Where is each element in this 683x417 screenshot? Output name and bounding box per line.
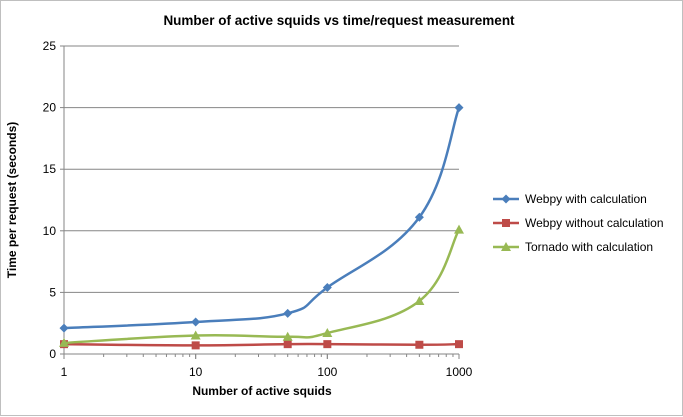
series-area [59, 103, 464, 350]
y-axis-title: Time per request (seconds) [5, 122, 19, 279]
gridlines [64, 45, 459, 293]
series-line [62, 228, 461, 345]
data-point [283, 308, 293, 318]
legend-label: Webpy with calculation [525, 192, 647, 206]
data-point [191, 317, 201, 327]
data-point [323, 340, 332, 349]
data-point [414, 296, 425, 306]
series-tornado-with-calculation [59, 224, 464, 347]
x-tick-label: 10 [189, 365, 203, 379]
x-tick-label: 1 [61, 365, 68, 379]
legend-marker [501, 194, 511, 204]
legend-entry-tornado-with-calculation: Tornado with calculation [493, 240, 653, 254]
y-tick-label: 5 [49, 285, 56, 299]
data-point [322, 328, 333, 338]
legend-label: Tornado with calculation [525, 240, 653, 254]
data-point [415, 340, 424, 349]
data-point [191, 341, 200, 350]
data-point [454, 224, 464, 234]
legend-marker [501, 242, 511, 251]
data-point [190, 330, 201, 340]
y-tick-label: 25 [43, 39, 57, 53]
data-point [454, 103, 464, 113]
data-point [283, 340, 292, 349]
series-webpy-with-calculation [59, 103, 464, 333]
data-point [322, 282, 332, 292]
data-point [59, 337, 69, 347]
y-tick-label: 15 [43, 162, 57, 176]
data-point [414, 212, 424, 222]
y-tick-label: 0 [49, 347, 56, 361]
y-tick-label: 10 [43, 224, 57, 238]
data-point [455, 340, 463, 349]
legend-entry-webpy-with-calculation: Webpy with calculation [493, 192, 647, 206]
series-line [62, 106, 461, 330]
axes: 0 5 10 15 20 25 1 10 100 1000 [43, 39, 473, 379]
x-axis-title: Number of active squids [192, 384, 332, 398]
legend: Webpy with calculation Webpy without calc… [493, 192, 664, 254]
data-point [282, 331, 293, 341]
series-webpy-without-calculation [60, 340, 463, 350]
x-tick-label: 1000 [446, 365, 473, 379]
series-line [62, 342, 461, 347]
legend-label: Webpy without calculation [525, 216, 664, 230]
data-point [59, 323, 69, 333]
legend-entry-webpy-without-calculation: Webpy without calculation [493, 216, 664, 230]
x-tick-label: 100 [317, 365, 337, 379]
legend-marker [502, 219, 510, 227]
chart-title: Number of active squids vs time/request … [163, 13, 515, 28]
y-tick-label: 20 [43, 101, 57, 115]
